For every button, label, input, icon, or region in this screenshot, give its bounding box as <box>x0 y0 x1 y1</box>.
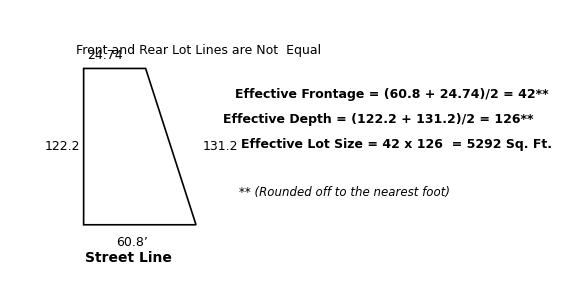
Text: Street Line: Street Line <box>85 251 172 265</box>
Text: Front and Rear Lot Lines are Not  Equal: Front and Rear Lot Lines are Not Equal <box>76 44 321 57</box>
Text: 131.2: 131.2 <box>202 140 238 153</box>
Text: 24.74: 24.74 <box>88 49 123 62</box>
Text: Effective Lot Size = 42 x 126  = 5292 Sq. Ft.: Effective Lot Size = 42 x 126 = 5292 Sq.… <box>241 138 552 151</box>
Text: 122.2: 122.2 <box>44 140 79 153</box>
Text: ** (Rounded off to the nearest foot): ** (Rounded off to the nearest foot) <box>238 186 450 199</box>
Text: 60.8’: 60.8’ <box>116 236 148 249</box>
Text: Effective Frontage = (60.8 + 24.74)/2 = 42**: Effective Frontage = (60.8 + 24.74)/2 = … <box>235 88 548 101</box>
Text: Effective Depth = (122.2 + 131.2)/2 = 126**: Effective Depth = (122.2 + 131.2)/2 = 12… <box>223 113 533 126</box>
